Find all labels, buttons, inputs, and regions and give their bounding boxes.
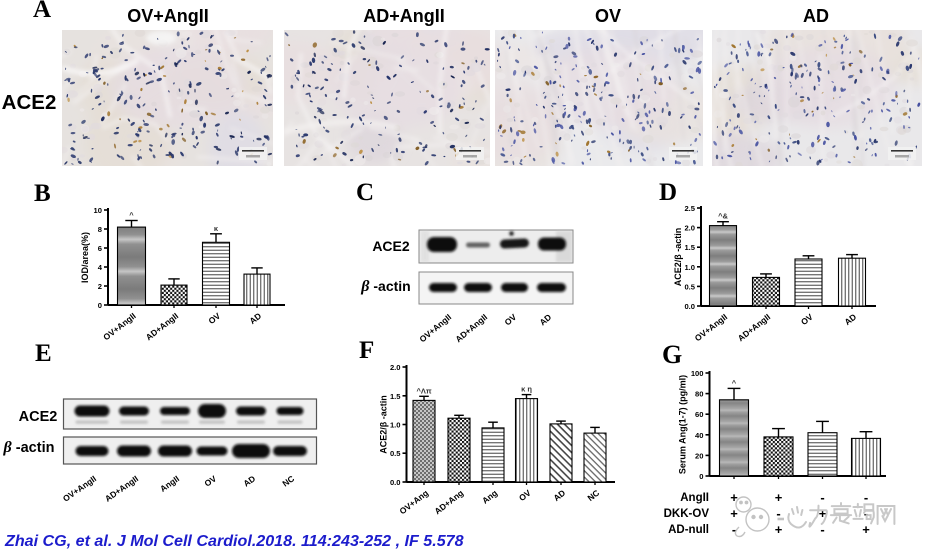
svg-text:Zhai CG, et al. J Mol Cell Car: Zhai CG, et al. J Mol Cell Cardiol.2018.… (4, 532, 464, 550)
svg-text:β -actin: β -actin (360, 278, 410, 295)
svg-text:-: - (776, 506, 780, 521)
svg-text:0.5: 0.5 (684, 282, 695, 291)
svg-text:^&: ^& (718, 212, 728, 221)
svg-text:4: 4 (98, 263, 103, 272)
svg-text:+: + (775, 522, 783, 537)
svg-text:DKK-OV: DKK-OV (664, 508, 710, 520)
svg-text:10: 10 (94, 206, 102, 215)
svg-text:G: G (662, 340, 682, 369)
svg-text:+: + (862, 522, 870, 537)
svg-text:^Λπ: ^Λπ (416, 386, 431, 395)
svg-text:B: B (34, 180, 51, 207)
svg-text:OV+AngII: OV+AngII (127, 6, 209, 26)
svg-text:AD-null: AD-null (668, 524, 709, 536)
svg-text:20: 20 (695, 451, 703, 460)
svg-text:β -actin: β -actin (3, 439, 55, 456)
svg-text:1.5: 1.5 (684, 243, 695, 252)
svg-text:C: C (356, 179, 374, 206)
svg-text:-: - (820, 522, 824, 537)
svg-text:ACE2/β -actin: ACE2/β -actin (379, 395, 389, 454)
svg-text:1.0: 1.0 (390, 421, 401, 430)
svg-text:100: 100 (691, 369, 704, 378)
svg-text:2.5: 2.5 (684, 204, 695, 213)
svg-text:A: A (33, 0, 51, 23)
svg-text:8: 8 (98, 225, 102, 234)
svg-text:ACE2: ACE2 (372, 238, 410, 254)
svg-text:+: + (730, 490, 738, 505)
svg-text:AD+AngII: AD+AngII (363, 6, 445, 26)
svg-text:E: E (35, 340, 52, 367)
svg-text:+: + (819, 506, 827, 521)
svg-text:-: - (864, 490, 868, 505)
svg-text:+: + (730, 506, 738, 521)
svg-text:κ: κ (214, 224, 219, 233)
svg-text:1.0: 1.0 (684, 263, 695, 272)
svg-text:40: 40 (695, 431, 703, 440)
svg-text:OV: OV (595, 6, 621, 26)
svg-text:-: - (864, 506, 868, 521)
svg-text:60: 60 (695, 410, 703, 419)
svg-text:0.0: 0.0 (684, 302, 695, 311)
svg-text:1.5: 1.5 (390, 392, 401, 401)
svg-text:AngII: AngII (680, 492, 709, 504)
svg-text:80: 80 (695, 390, 703, 399)
svg-text:+: + (775, 490, 783, 505)
svg-text:0: 0 (699, 472, 703, 481)
svg-text:-: - (820, 490, 824, 505)
svg-text:2: 2 (98, 282, 102, 291)
svg-text:2.0: 2.0 (684, 224, 695, 233)
svg-text:6: 6 (98, 244, 102, 253)
svg-text:0.5: 0.5 (390, 449, 401, 458)
svg-text:κ η: κ η (521, 385, 532, 394)
svg-text:0: 0 (98, 301, 102, 310)
svg-text:D: D (659, 179, 677, 206)
svg-text:IOD/area(%): IOD/area(%) (80, 232, 90, 283)
svg-text:2.0: 2.0 (390, 363, 401, 372)
svg-text:ACE2: ACE2 (2, 91, 57, 114)
svg-text:F: F (359, 337, 374, 364)
svg-text:ACE2/β -actin: ACE2/β -actin (673, 228, 683, 287)
svg-text:-: - (732, 522, 736, 537)
svg-text:^: ^ (129, 211, 134, 220)
svg-text:AD: AD (803, 6, 829, 26)
svg-text:0.0: 0.0 (390, 478, 401, 487)
svg-text:Serum Ang(1-7) (pg/ml): Serum Ang(1-7) (pg/ml) (678, 375, 688, 474)
svg-text:ACE2: ACE2 (19, 409, 58, 425)
svg-text:^: ^ (732, 378, 737, 387)
